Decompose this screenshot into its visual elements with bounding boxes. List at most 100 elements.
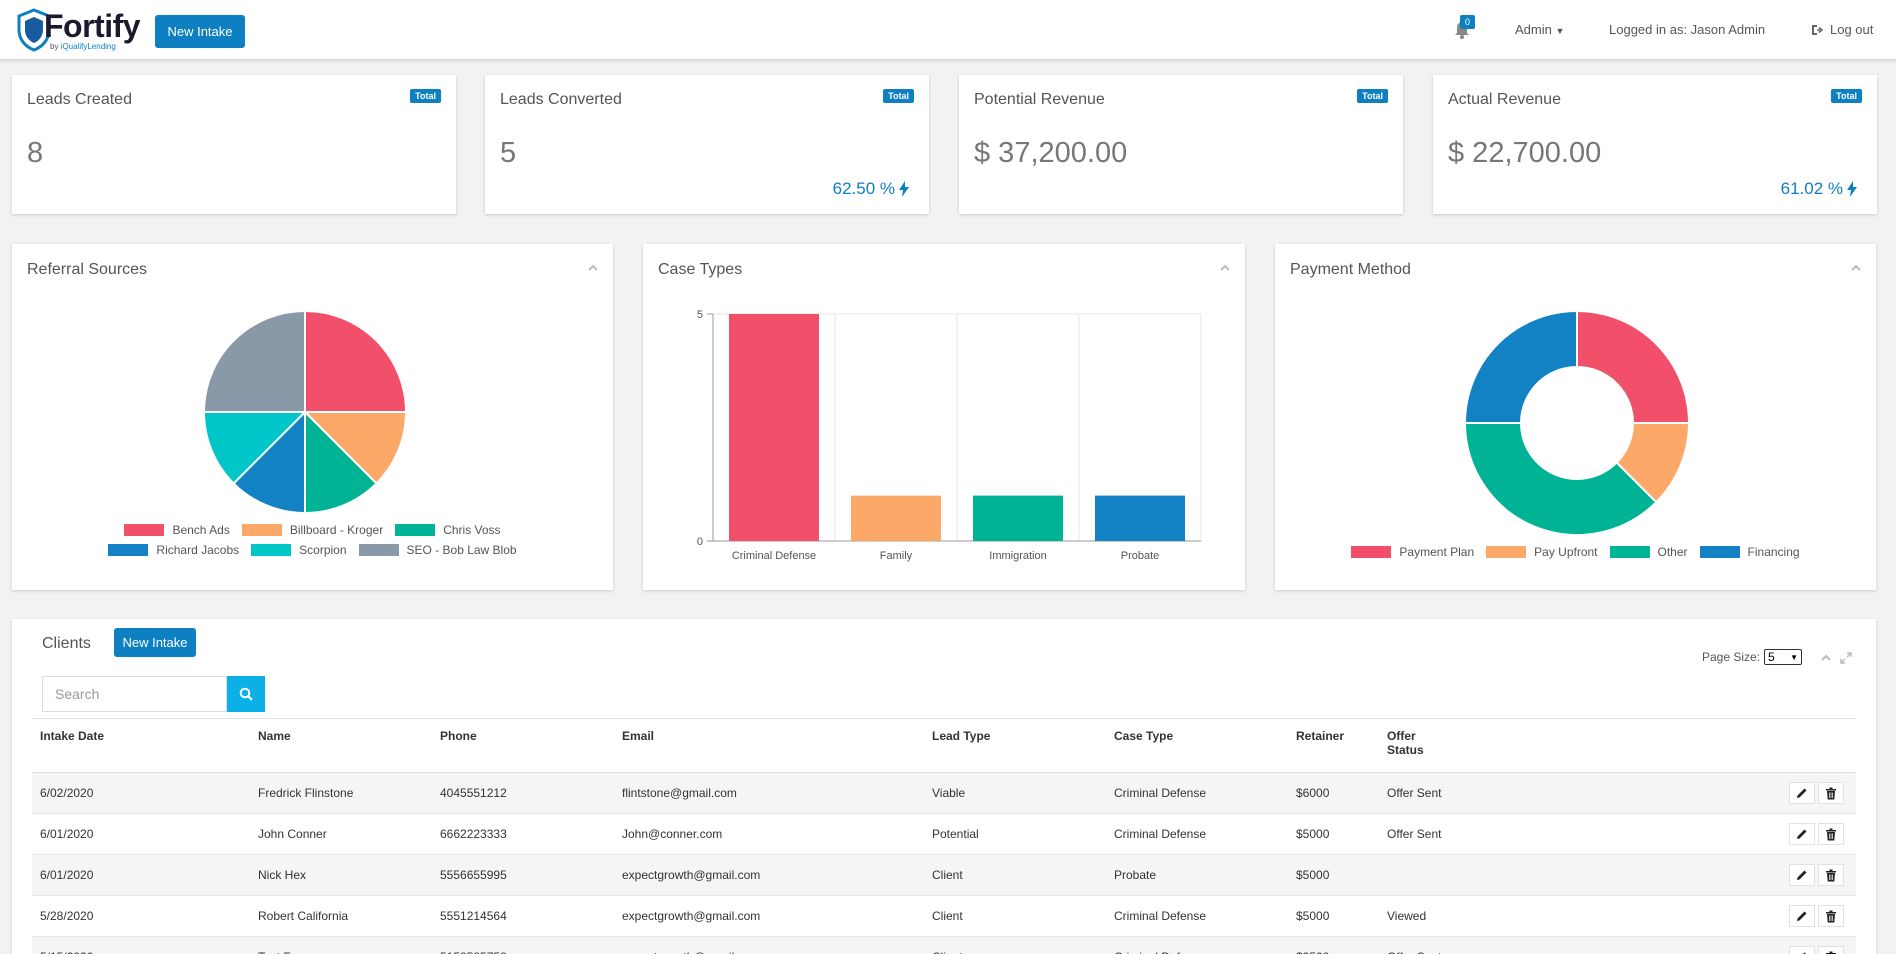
edit-button[interactable] <box>1789 782 1815 804</box>
table-row[interactable]: 6/01/2020 Nick Hex 5556655995 expectgrowth@… <box>32 854 1856 896</box>
payment-method-donut-chart <box>1463 309 1691 536</box>
cell-retainer: $5000 <box>1288 895 1379 937</box>
table-row[interactable]: 6/01/2020 John Conner 6662223333 John@conne… <box>32 813 1856 855</box>
legend-swatch <box>395 524 436 536</box>
delete-button[interactable] <box>1818 782 1844 804</box>
delete-button[interactable] <box>1818 946 1844 954</box>
pie-slice-chris-voss[interactable] <box>304 409 378 515</box>
percentage-value: 62.50 % <box>832 179 895 198</box>
column-header-lead-type[interactable]: Lead Type <box>924 718 1106 773</box>
pie-slice-other[interactable] <box>1463 422 1658 536</box>
legend-item-bench-ads[interactable]: Bench Ads <box>124 523 230 537</box>
legend-item-payment-plan[interactable]: Payment Plan <box>1351 545 1474 559</box>
legend-item-seo-bob-law-blob[interactable]: SEO - Bob Law Blob <box>358 543 517 557</box>
brand-subtitle: by iQualifyLending <box>50 42 116 51</box>
cell-retainer: $3500 <box>1288 936 1379 954</box>
pie-slice-scorpion[interactable] <box>202 411 308 485</box>
chevron-up-icon[interactable] <box>1219 262 1231 274</box>
pie-slice-financing[interactable] <box>1463 309 1578 424</box>
bar-probate[interactable] <box>1095 495 1185 541</box>
pie-slice-richard-jacobs[interactable] <box>232 409 306 515</box>
bar-criminal-defense[interactable] <box>729 314 819 541</box>
pie-slice-payment-plan[interactable] <box>1576 309 1691 424</box>
legend-label: SEO - Bob Law Blob <box>406 543 517 557</box>
cell-retainer: $5000 <box>1288 813 1379 855</box>
expand-icon[interactable] <box>1840 652 1852 664</box>
edit-button[interactable] <box>1789 864 1815 886</box>
pie-slice-seo-bob-law-blob[interactable] <box>202 309 306 413</box>
cell-phone: 6662223333 <box>432 813 614 855</box>
column-header-intake-date[interactable]: Intake Date <box>32 718 250 773</box>
pie-slice-billboard-kroger[interactable] <box>302 411 408 485</box>
table-row[interactable]: 5/15/2020Test Four5158585758expectgrowth… <box>32 936 1856 954</box>
column-header-phone[interactable]: Phone <box>432 718 614 773</box>
delete-button[interactable] <box>1818 823 1844 845</box>
stat-card-actual-revenue: Actual Revenue Total $ 22,700.00 61.02 % <box>1433 75 1877 214</box>
chevron-up-icon[interactable] <box>1820 652 1832 664</box>
cell-intake-date: 6/01/2020 <box>32 813 250 855</box>
referral-sources-pie-chart <box>202 309 408 515</box>
table-row[interactable]: 6/02/2020 Fredrick Flinstone 4045551212 fli… <box>32 772 1856 814</box>
page-size-control: Page Size: 5 ▼ <box>1702 649 1803 665</box>
logout-link[interactable]: Log out <box>1811 22 1873 37</box>
bar-family[interactable] <box>851 495 941 541</box>
column-header-case-type[interactable]: Case Type <box>1106 718 1288 773</box>
clients-title: Clients <box>42 635 91 652</box>
search-input[interactable]: Search <box>42 676 227 712</box>
column-header-retainer[interactable]: Retainer <box>1288 718 1379 773</box>
legend-swatch <box>358 544 399 556</box>
clients-new-intake-button[interactable]: New Intake <box>114 628 196 657</box>
legend-item-billboard-kroger[interactable]: Billboard - Kroger <box>241 523 384 537</box>
edit-button[interactable] <box>1789 905 1815 927</box>
trash-icon <box>1826 951 1836 954</box>
column-header-name[interactable]: Name <box>250 718 432 773</box>
edit-button[interactable] <box>1789 823 1815 845</box>
pie-slice-bench-ads[interactable] <box>304 309 408 413</box>
payment-method-panel: Payment Method Payment Plan Pay Upfront Ot… <box>1275 244 1876 590</box>
chevron-up-icon[interactable] <box>1850 262 1862 274</box>
cell-offer-status: Offer Sent <box>1379 936 1479 954</box>
page-size-select[interactable]: 5 ▼ <box>1764 649 1803 665</box>
cell-intake-date: 6/02/2020 <box>32 772 250 814</box>
legend-label: Billboard - Kroger <box>289 523 384 537</box>
admin-dropdown-label: Admin <box>1515 22 1552 37</box>
trash-icon <box>1826 828 1836 840</box>
legend-item-other[interactable]: Other <box>1609 545 1688 559</box>
bar-immigration[interactable] <box>973 495 1063 541</box>
search-button[interactable] <box>227 676 265 712</box>
cell-name: Robert California <box>250 895 432 937</box>
cell-intake-date: 5/15/2020 <box>32 936 250 954</box>
legend-item-scorpion[interactable]: Scorpion <box>251 543 347 557</box>
admin-dropdown[interactable]: Admin ▼ <box>1515 22 1564 37</box>
legend-swatch <box>1351 546 1392 558</box>
legend-item-richard-jacobs[interactable]: Richard Jacobs <box>108 543 239 557</box>
cell-case-type: Criminal Defense <box>1106 813 1288 855</box>
legend-item-chris-voss[interactable]: Chris Voss <box>395 523 501 537</box>
header-new-intake-button[interactable]: New Intake <box>155 15 245 48</box>
legend-item-pay-upfront[interactable]: Pay Upfront <box>1486 545 1598 559</box>
column-header-email[interactable]: Email <box>614 718 924 773</box>
delete-button[interactable] <box>1818 905 1844 927</box>
x-tick-label: Family <box>880 550 913 562</box>
total-badge: Total <box>883 89 914 103</box>
column-header-offer-status[interactable]: Offer Status <box>1379 718 1479 773</box>
fortify-logo[interactable]: Fortify by iQualifyLending <box>14 6 141 54</box>
stat-value: $ 22,700.00 <box>1448 137 1602 169</box>
legend-item-financing[interactable]: Financing <box>1699 545 1800 559</box>
payment-method-legend: Payment Plan Pay Upfront Other Financing <box>1275 545 1876 565</box>
cell-phone: 5551214564 <box>432 895 614 937</box>
delete-button[interactable] <box>1818 864 1844 886</box>
cell-email: flintstone@gmail.com <box>614 772 924 814</box>
cell-phone: 5556655995 <box>432 854 614 896</box>
edit-button[interactable] <box>1789 946 1815 954</box>
cell-email: John@conner.com <box>614 813 924 855</box>
table-row[interactable]: 5/28/2020 Robert California 5551214564 expe… <box>32 895 1856 937</box>
stat-title: Leads Converted <box>500 91 622 108</box>
pencil-icon <box>1797 911 1807 921</box>
cell-lead-type: Viable <box>924 772 1106 814</box>
column-header-actions <box>1479 718 1856 773</box>
cell-name: John Conner <box>250 813 432 855</box>
referral-sources-legend: Bench Ads Billboard - Kroger Chris Voss Ric… <box>12 523 613 563</box>
trash-icon <box>1826 787 1836 799</box>
chevron-up-icon[interactable] <box>587 262 599 274</box>
